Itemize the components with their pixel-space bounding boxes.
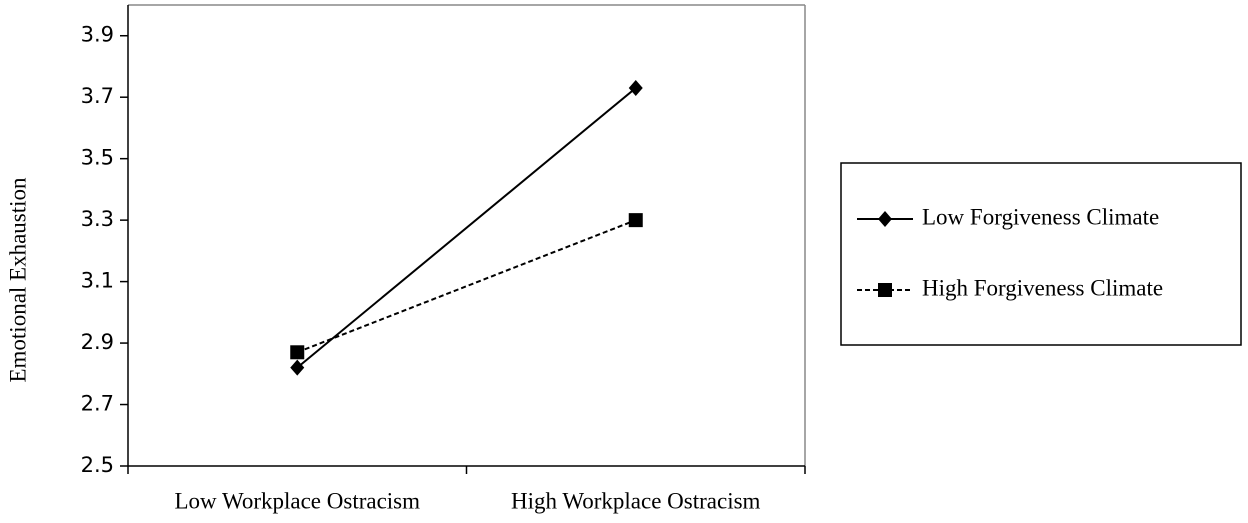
- marker: [290, 345, 305, 360]
- y-tick-label: 3.9: [81, 23, 114, 47]
- legend-label: High Forgiveness Climate: [922, 275, 1163, 300]
- marker: [878, 283, 892, 297]
- marker: [878, 211, 892, 227]
- y-axis-label: Emotional Exhaustion: [5, 177, 30, 383]
- y-tick-label: 2.9: [81, 330, 114, 354]
- marker: [628, 213, 643, 228]
- marker: [290, 359, 305, 376]
- y-tick-label: 3.1: [81, 269, 114, 293]
- series-line: [296, 87, 637, 369]
- x-tick-label: Low Workplace Ostracism: [174, 488, 420, 513]
- legend-label: Low Forgiveness Climate: [922, 204, 1159, 229]
- marker: [628, 79, 643, 96]
- y-tick-label: 3.5: [81, 146, 114, 170]
- y-tick-label: 3.7: [81, 84, 114, 108]
- series-line: [296, 219, 637, 354]
- y-tick-label: 3.3: [81, 207, 114, 231]
- y-tick-label: 2.7: [81, 392, 114, 416]
- y-tick-label: 2.5: [81, 453, 114, 477]
- x-tick-label: High Workplace Ostracism: [511, 488, 760, 513]
- legend-box: [840, 162, 1242, 346]
